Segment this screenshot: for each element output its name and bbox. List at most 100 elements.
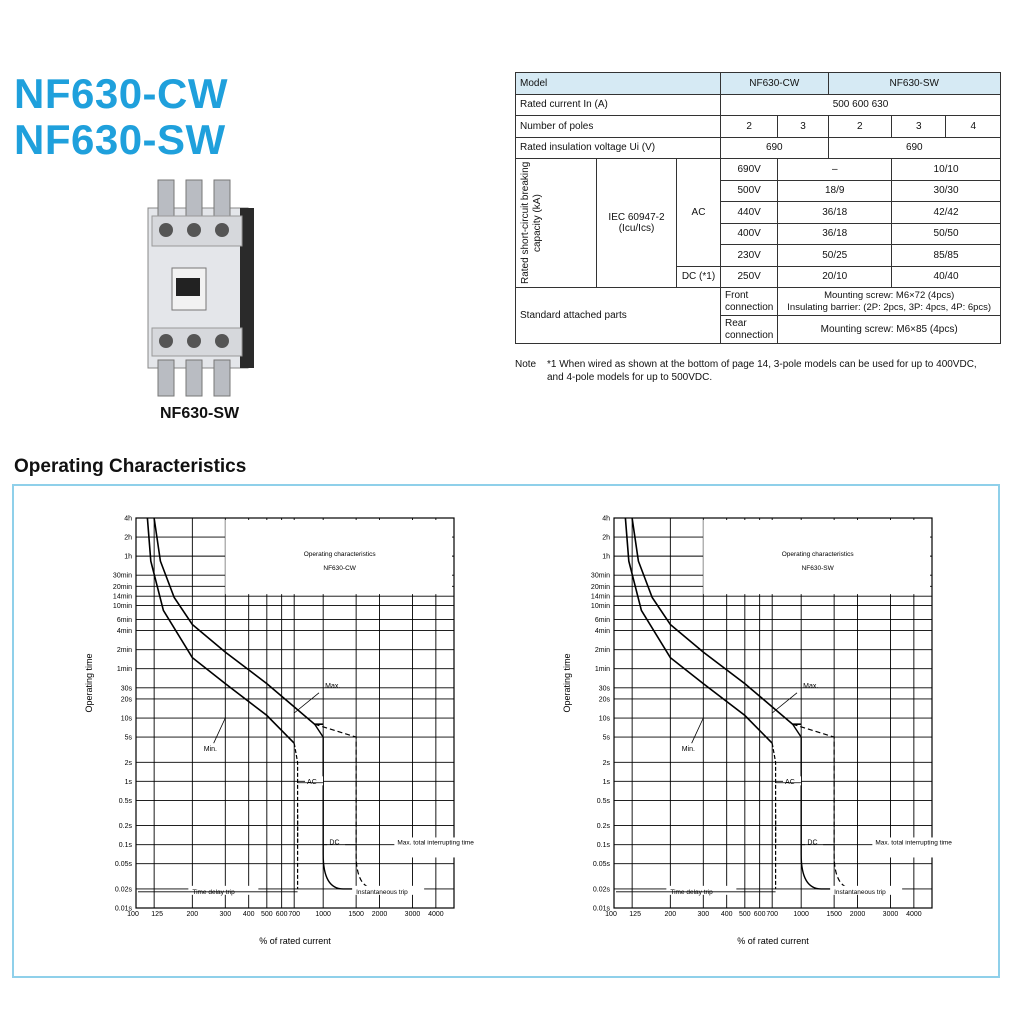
y-tick-label: 1h [602,554,610,561]
attached-parts-label: Standard attached parts [515,287,721,344]
y-tick-label: 0.05s [593,861,611,868]
y-tick-label: 2min [595,647,610,654]
y-tick-label: 2h [602,535,610,542]
note-text: *1 When wired as shown at the bottom of … [547,359,977,383]
x-tick-label: 125 [151,911,163,918]
y-tick-label: 20s [121,696,133,703]
model-label: Model [515,72,721,95]
annotation-delay-box [666,885,737,895]
x-tick-label: 4000 [428,911,444,918]
y-tick-label: 0.1s [119,842,133,849]
model-cw: NF630-CW [720,72,829,95]
y-tick-label: 20min [113,584,132,591]
y-tick-label: 10min [113,603,132,610]
cw-440: 36/18 [777,201,893,224]
sw-230: 85/85 [891,244,1001,267]
x-tick-label: 200 [665,911,677,918]
chart-subtitle: NF630-CW [323,565,356,572]
annotation-min: Min. [204,746,217,753]
insulation-cw: 690 [720,136,829,159]
rear-mounting-screw: Mounting screw: M6×85 (4pcs) [777,315,1001,344]
ac-label: AC [676,158,721,267]
y-tick-label: 1s [125,779,133,786]
sw-400: 50/50 [891,222,1001,245]
y-tick-label: 0.5s [119,798,133,805]
y-tick-label: 2s [125,760,133,767]
poles-label: Number of poles [515,115,721,138]
x-tick-label: 700 [288,911,300,918]
voltage-230: 230V [719,244,779,267]
rated-current-value: 500 600 630 [720,93,1001,116]
annotation-inst-box [352,885,425,895]
note-label: Note [515,359,537,370]
sw-500: 30/30 [891,179,1001,202]
x-axis-label: % of rated current [737,936,809,946]
y-tick-label: 0.05s [115,861,133,868]
x-tick-label: 125 [629,911,641,918]
annotation-max-arrow [771,692,798,714]
section-title: Operating Characteristics [14,456,247,477]
x-tick-label: 100 [605,911,617,918]
y-tick-label: 20s [599,696,611,703]
sw-440: 42/42 [891,201,1001,224]
x-tick-label: 400 [243,911,255,918]
front-insulating-barrier: Insulating barrier: (2P: 2pcs, 3P: 4pcs,… [787,301,992,313]
sw-690: 10/10 [891,158,1001,181]
y-tick-label: 10s [599,716,611,723]
x-tick-label: 3000 [883,911,899,918]
product-caption: NF630-SW [160,405,240,422]
series-min-curve [624,517,773,744]
annotation-min-arrow [213,717,226,744]
annotation-dc: DC [807,840,817,847]
annotation-interrupting: Max. total interrupting time [875,840,952,847]
annotation-interrupt-box [872,837,935,858]
y-tick-label: 30s [121,685,133,692]
iec-standard: IEC 60947-2 (Icu/Ics) [596,158,677,288]
y-tick-label: 10s [121,716,133,723]
chart-cw: Operating characteristics NF630-CW 4h 2h 1h 3… [84,516,474,947]
chart-panel: Operating characteristics NF630-CW 4h 2h 1h 3… [12,484,1000,978]
ac-max-drop [314,723,380,890]
x-tick-label: 700 [766,911,778,918]
annotation-dc-box [327,837,346,847]
y-tick-label: 6min [595,617,610,624]
spec-table: Model NF630-CW NF630-SW Rated current In… [515,72,1002,344]
front-mounting-screw: Mounting screw: M6×72 (4pcs) [824,290,955,302]
y-axis-label: Operating time [84,653,94,712]
annotation-interrupt-box [394,837,457,858]
y-tick-label: 14min [113,594,132,601]
poles-cw-2: 2 [719,115,779,138]
x-axis-label: % of rated current [259,936,331,946]
breaking-capacity-label: Rated short-circuit breaking capacity (k… [520,161,543,285]
rated-current-label: Rated current In (A) [515,93,721,116]
page-title-sw: NF630-SW [14,116,226,163]
y-tick-label: 4h [602,516,610,523]
annotation-ac-box [783,776,802,786]
poles-sw-2: 2 [827,115,893,138]
annotation-dc: DC [329,840,339,847]
y-tick-label: 2h [124,535,132,542]
annotation-dc-box [805,837,824,847]
series-min-curve [146,517,295,744]
chart-title: Operating characteristics [782,551,855,558]
ac-min-drop [771,743,777,889]
annotation-time-delay: Time delay trip [670,889,713,896]
y-tick-label: 4min [117,628,132,635]
annotation-interrupting: Max. total interrupting time [397,840,474,847]
voltage-400: 400V [719,222,779,245]
cw-690: – [777,158,893,181]
y-tick-label: 20min [591,584,610,591]
y-axis-label: Operating time [562,653,572,712]
annotation-max: Max. [325,683,340,690]
page-title-cw: NF630-CW [14,70,229,117]
y-tick-label: 1s [603,779,611,786]
chart-sw: Operating characteristics NF630-SW 4h 2h 1h 3… [562,516,952,947]
y-tick-label: 1min [595,666,610,673]
annotation-inst-box [830,885,903,895]
series-max-curve [153,517,324,725]
series-max-curve [631,517,802,725]
y-tick-label: 14min [591,594,610,601]
y-tick-label: 30min [113,573,132,580]
y-tick-label: 0.02s [593,886,611,893]
poles-cw-3: 3 [777,115,829,138]
